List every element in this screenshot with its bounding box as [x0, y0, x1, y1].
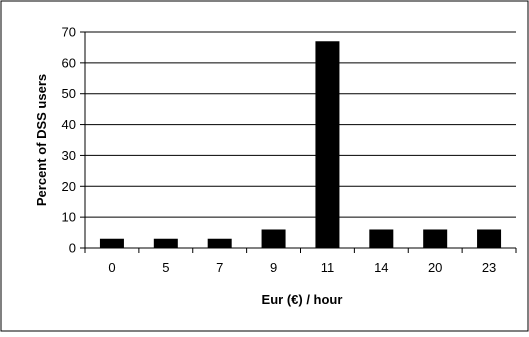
bars	[99, 41, 502, 248]
y-tick-label: 50	[62, 86, 76, 101]
y-tick-label: 70	[62, 25, 76, 40]
bar-23	[477, 229, 502, 248]
y-tick-label: 20	[62, 179, 76, 194]
x-tick-label: 9	[270, 260, 277, 275]
y-tick-label: 10	[62, 210, 76, 225]
x-tick-label: 20	[428, 260, 442, 275]
bar-20	[423, 229, 448, 248]
y-tick-labels: 0 10 20 30 40 50 60 70	[62, 25, 76, 256]
x-tick-label: 14	[374, 260, 388, 275]
bar-7	[207, 238, 232, 248]
bar-5	[153, 238, 178, 248]
bar-0	[99, 238, 124, 248]
x-tick-labels: 0 5 7 9 11 14 20 23	[108, 260, 496, 275]
y-tick-label: 30	[62, 148, 76, 163]
bar-14	[369, 229, 394, 248]
y-tick-label: 40	[62, 117, 76, 132]
x-tick-label: 7	[216, 260, 223, 275]
x-tick-label: 0	[108, 260, 115, 275]
bar-9	[261, 229, 286, 248]
y-axis-title: Percent of DSS users	[34, 74, 49, 206]
bar-11	[315, 41, 340, 248]
y-tick-label: 0	[69, 241, 76, 256]
x-tick-label: 11	[321, 260, 335, 275]
axes	[80, 31, 517, 253]
y-tick-label: 60	[62, 55, 76, 70]
x-tick-label: 23	[482, 260, 496, 275]
x-axis-title: Eur (€) / hour	[262, 292, 343, 307]
x-tick-label: 5	[162, 260, 169, 275]
gridlines	[85, 31, 516, 218]
